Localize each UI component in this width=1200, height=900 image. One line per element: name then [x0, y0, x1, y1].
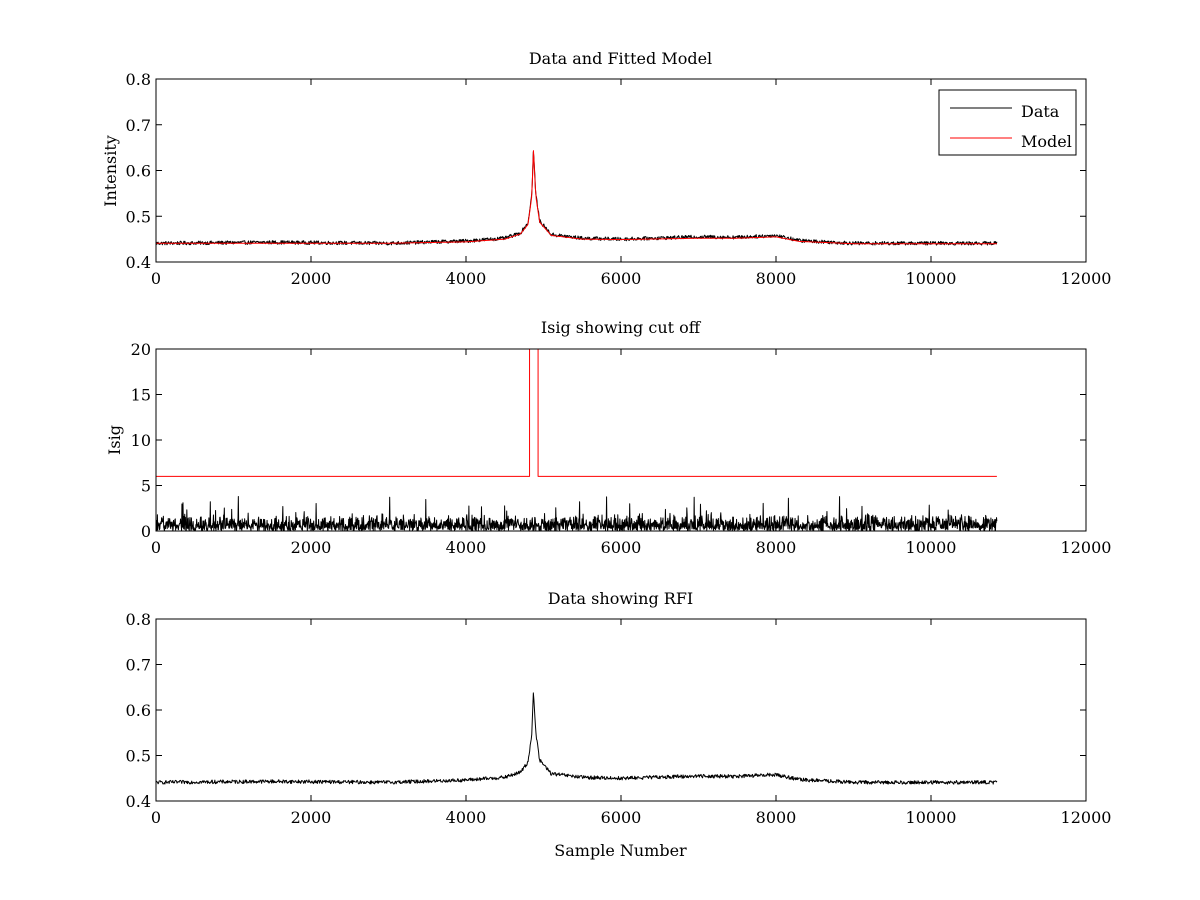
x-tick-label: 8000 [756, 538, 797, 557]
axes-layer: 0 2000 4000 6000 8000 10000 12000 0 5 10 15 20 [131, 340, 1112, 557]
y-tick-label: 20 [131, 340, 151, 359]
legend-label-data: Data [1021, 102, 1060, 121]
y-tick-label: 0.4 [126, 253, 151, 272]
plot-area [156, 79, 1086, 262]
plot-area [156, 619, 1086, 801]
y-tick-label: 0.6 [126, 701, 151, 720]
x-tick-label: 0 [151, 269, 161, 288]
y-axis-label: Intensity [101, 135, 120, 207]
series-line-data [156, 692, 998, 785]
x-tick-label: 0 [151, 538, 161, 557]
x-tick-label: 10000 [906, 808, 957, 827]
x-tick-label: 2000 [291, 269, 332, 288]
y-tick-label: 0.7 [126, 656, 151, 675]
legend: Data Model [938, 89, 1077, 156]
x-tick-label: 10000 [906, 538, 957, 557]
y-axis-label: Isig [105, 425, 124, 455]
panel-data-fitted-model: Data and Fitted Model Intensity 0 2000 400… [101, 49, 1111, 288]
y-tick-label: 10 [131, 431, 151, 450]
chart-title: Data showing RFI [548, 589, 693, 608]
x-tick-label: 12000 [1061, 808, 1112, 827]
x-tick-label: 2000 [291, 808, 332, 827]
y-tick-label: 0.8 [126, 610, 151, 629]
x-tick-label: 6000 [601, 808, 642, 827]
y-tick-label: 5 [141, 477, 151, 496]
x-tick-label: 8000 [756, 269, 797, 288]
x-tick-label: 8000 [756, 808, 797, 827]
x-tick-label: 6000 [601, 269, 642, 288]
plot-area [156, 349, 1086, 531]
x-axis-label: Sample Number [554, 841, 687, 860]
x-tick-label: 4000 [446, 538, 487, 557]
y-tick-label: 0.5 [126, 207, 151, 226]
legend-box [938, 89, 1077, 156]
x-tick-label: 6000 [601, 538, 642, 557]
y-tick-label: 0.8 [126, 70, 151, 89]
x-tick-label: 12000 [1061, 269, 1112, 288]
series-line-isig [156, 495, 998, 531]
x-tick-label: 4000 [446, 269, 487, 288]
series-layer [156, 150, 998, 246]
chart-title: Data and Fitted Model [529, 49, 712, 68]
x-tick-label: 4000 [446, 808, 487, 827]
series-layer [156, 692, 998, 785]
x-tick-label: 0 [151, 808, 161, 827]
x-tick-label: 2000 [291, 538, 332, 557]
panel-data-rfi: Data showing RFI Sample Number 0 2000 4000… [126, 589, 1112, 860]
y-tick-label: 0.5 [126, 747, 151, 766]
x-tick-label: 10000 [906, 269, 957, 288]
series-layer [156, 349, 998, 531]
x-tick-label: 12000 [1061, 538, 1112, 557]
y-tick-label: 0 [141, 522, 151, 541]
series-line-cut-off [156, 349, 997, 477]
y-tick-label: 0.4 [126, 792, 151, 811]
y-tick-label: 0.6 [126, 162, 151, 181]
axes-layer: 0 2000 4000 6000 8000 10000 12000 0.4 0.5 0.6 0.7 0… [126, 70, 1112, 288]
plot-background [156, 79, 1086, 262]
plot-background [156, 349, 1086, 531]
series-line-model [156, 150, 997, 245]
axes-layer: 0 2000 4000 6000 8000 10000 12000 0.4 0.5 0.6 0.7 0… [126, 610, 1112, 827]
legend-label-model: Model [1021, 132, 1072, 151]
panel-isig-cut-off: Isig showing cut off Isig 0 2000 4000 6000 8… [105, 318, 1111, 557]
y-tick-label: 15 [131, 386, 151, 405]
chart-title: Isig showing cut off [541, 318, 702, 337]
y-tick-label: 0.7 [126, 116, 151, 135]
plot-background [156, 619, 1086, 801]
